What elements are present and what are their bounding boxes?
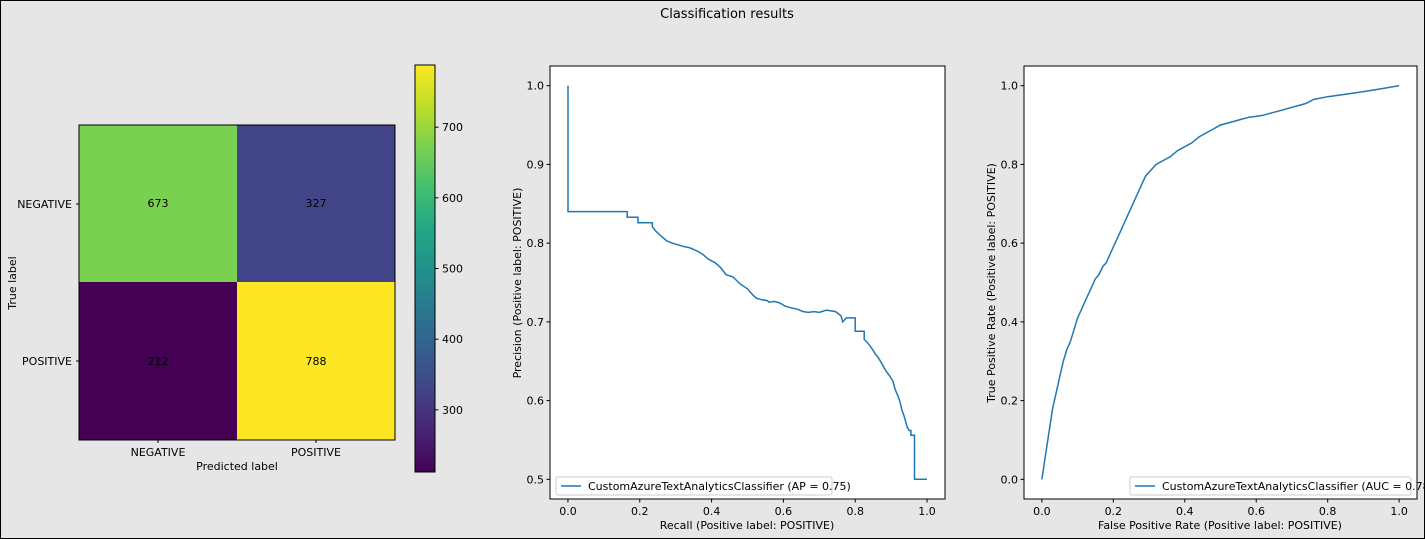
- pr-xtick-label: 0.8: [846, 505, 864, 518]
- roc-ytick-label: 1.0: [1001, 80, 1019, 93]
- colorbar-tick-label: 700: [442, 121, 463, 134]
- roc-xtick-label: 0.0: [1033, 505, 1051, 518]
- figure-title: Classification results: [660, 7, 794, 22]
- cm-xlabel: Predicted label: [196, 460, 278, 473]
- roc-ytick-label: 0.4: [1001, 316, 1019, 329]
- cm-value-neg-pos: 327: [306, 197, 327, 210]
- cm-cell-neg-pos: [237, 125, 395, 282]
- pr-xtick-label: 0.2: [631, 505, 649, 518]
- pr-ytick-label: 1.0: [527, 80, 545, 93]
- cm-xtick-label: NEGATIVE: [131, 446, 186, 459]
- cm-cell-neg-neg: [79, 125, 237, 282]
- cm-ytick-label: NEGATIVE: [17, 198, 72, 211]
- colorbar-tick-label: 300: [442, 404, 463, 417]
- pr-legend-label: CustomAzureTextAnalyticsClassifier (AP =…: [588, 480, 851, 493]
- cm-ylabel: True label: [6, 256, 19, 310]
- roc-ytick-label: 0.2: [1001, 395, 1019, 408]
- roc-legend-label: CustomAzureTextAnalyticsClassifier (AUC …: [1162, 480, 1425, 493]
- cm-ytick-label: POSITIVE: [22, 355, 72, 368]
- pr-ytick-label: 0.8: [527, 237, 545, 250]
- colorbar-ticks: 300 400 500 600 700: [435, 121, 463, 417]
- pr-xtick-label: 0.4: [703, 505, 721, 518]
- cm-axes-frame: [78, 124, 396, 441]
- colorbar-tick-label: 500: [442, 263, 463, 276]
- pr-legend-box: [555, 476, 833, 496]
- cm-cell-pos-pos: [237, 282, 395, 440]
- cm-value-pos-pos: 788: [306, 355, 327, 368]
- pr-xtick-label: 1.0: [918, 505, 936, 518]
- roc-ytick-label: 0.8: [1001, 158, 1019, 171]
- roc-ytick-label: 0.0: [1001, 473, 1019, 486]
- pr-ytick-label: 0.9: [527, 158, 545, 171]
- colorbar-tick-label: 400: [442, 333, 463, 346]
- cm-xtick-label: POSITIVE: [291, 446, 341, 459]
- pr-ticks: 0.0 0.2 0.4 0.6 0.8 1.0 0.5 0.6 0.7 0.8 0.9 1.0: [527, 80, 936, 518]
- roc-xtick-label: 0.6: [1247, 505, 1265, 518]
- pr-ylabel: Precision (Positive label: POSITIVE): [511, 188, 524, 379]
- precision-recall-panel: 0.0 0.2 0.4 0.6 0.8 1.0 0.5 0.6 0.7 0.8 0.9 1.0 Rec…: [511, 65, 946, 532]
- cm-value-pos-neg: 212: [148, 355, 169, 368]
- pr-xtick-label: 0.0: [559, 505, 577, 518]
- roc-xlabel: False Positive Rate (Positive label: POS…: [1098, 519, 1342, 532]
- roc-legend-box: [1129, 476, 1412, 496]
- colorbar: [414, 64, 436, 473]
- roc-xtick-label: 0.4: [1176, 505, 1194, 518]
- pr-ytick-label: 0.5: [527, 473, 545, 486]
- roc-ylabel: True Positive Rate (Positive label: POSI…: [985, 163, 998, 404]
- pr-legend: CustomAzureTextAnalyticsClassifier (AP =…: [555, 476, 851, 496]
- cm-value-neg-neg: 673: [148, 197, 169, 210]
- roc-xtick-label: 0.2: [1105, 505, 1123, 518]
- roc-axes: [1023, 65, 1418, 500]
- pr-curve: [567, 85, 927, 481]
- roc-curve: [1041, 84, 1400, 480]
- pr-ytick-label: 0.6: [527, 395, 545, 408]
- roc-legend: CustomAzureTextAnalyticsClassifier (AUC …: [1129, 476, 1425, 496]
- roc-ytick-label: 0.6: [1001, 237, 1019, 250]
- roc-ticks: 0.0 0.2 0.4 0.6 0.8 1.0 0.0 0.2 0.4 0.6 0.8 1.0: [1001, 80, 1408, 518]
- pr-xtick-label: 0.6: [775, 505, 793, 518]
- confusion-matrix-panel: 673 327 212 788 NEGATIVE POSITIVE NEGATI…: [6, 64, 463, 473]
- cm-cell-pos-neg: [79, 282, 237, 440]
- roc-panel: 0.0 0.2 0.4 0.6 0.8 1.0 0.0 0.2 0.4 0.6 0.8 1.0 Fal…: [985, 65, 1425, 532]
- pr-xlabel: Recall (Positive label: POSITIVE): [660, 519, 835, 532]
- roc-xtick-label: 1.0: [1390, 505, 1408, 518]
- roc-xtick-label: 0.8: [1319, 505, 1337, 518]
- colorbar-tick-label: 600: [442, 192, 463, 205]
- pr-ytick-label: 0.7: [527, 316, 545, 329]
- pr-axes: [549, 65, 946, 500]
